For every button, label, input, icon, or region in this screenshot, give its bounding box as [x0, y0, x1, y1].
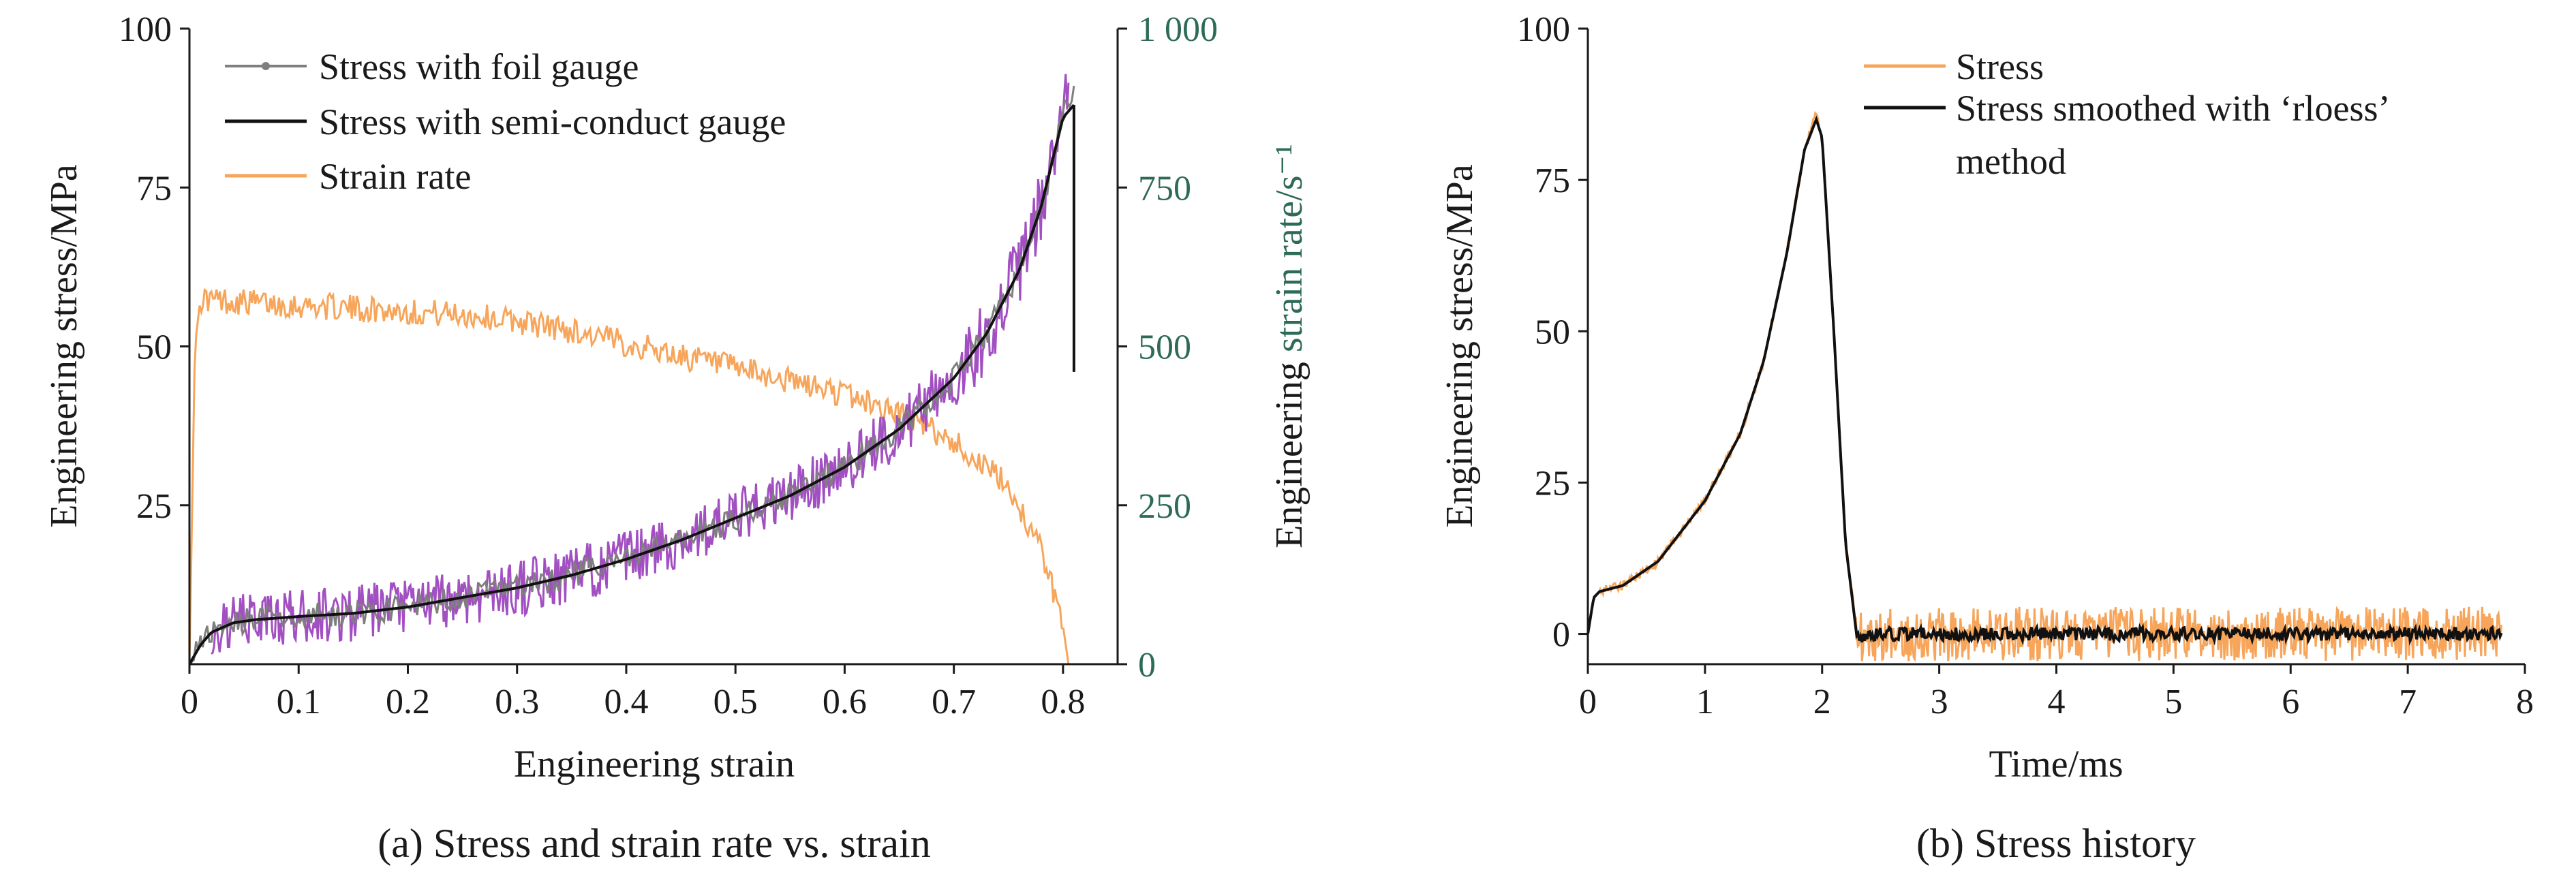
chart-b-y-tick-label: 100 — [1517, 10, 1570, 49]
legend-label-rate: Strain rate — [319, 156, 471, 197]
chart-a-y2label-prefix: Engineering — [1268, 352, 1310, 548]
legend-label-semi: Stress with semi-conduct gauge — [319, 102, 786, 142]
chart-b-y-tick-label: 75 — [1535, 161, 1570, 200]
chart-a-x-tick-label: 0.3 — [495, 683, 539, 721]
chart-b-legend: Stress Stress smoothed with ‘rloess’ met… — [1864, 46, 2390, 182]
legend-label-smoothed: Stress smoothed with ‘rloess’ — [1956, 88, 2390, 129]
chart-a-y-tick-label: 25 — [136, 487, 172, 526]
chart-b-x-tick-label: 7 — [2399, 683, 2417, 721]
legend-item-stress: Stress — [1864, 46, 2044, 87]
chart-a-xlabel: Engineering strain — [514, 743, 795, 785]
legend-label-foil: Stress with foil gauge — [319, 46, 639, 87]
chart-b-x-tick-label: 0 — [1579, 683, 1597, 721]
chart-a-y2-tick-label: 500 — [1138, 328, 1191, 367]
legend-item-smoothed: Stress smoothed with ‘rloess’ method — [1864, 88, 2390, 182]
chart-a-y2-tick-label: 1 000 — [1138, 10, 1218, 49]
legend-marker-foil — [262, 62, 270, 70]
chart-b-marks — [1586, 110, 2503, 663]
chart-b-x-tick-label: 1 — [1696, 683, 1714, 721]
chart-b-x-tick-label: 4 — [2048, 683, 2066, 721]
chart-a-y2-tick-label: 250 — [1138, 487, 1191, 526]
chart-a-y-tick-label: 100 — [119, 10, 172, 49]
chart-b-x-ticks: 0 1 2 3 4 5 6 7 8 — [1579, 664, 2534, 721]
chart-a-x-tick-label: 0.5 — [714, 683, 758, 721]
chart-a-y2label: Engineering strain rate/s⁻¹ — [1268, 144, 1310, 548]
legend-label-smoothed-line2: method — [1956, 141, 2066, 182]
chart-b-y-ticks: 0 25 50 75 100 — [1517, 10, 1588, 655]
chart-a: 0 0.1 0.2 0.3 0.4 0.5 0.6 0.7 0.8 25 50 75 100 0 250… — [43, 10, 1310, 866]
chart-b-x-tick-label: 5 — [2164, 683, 2182, 721]
legend-item-foil: Stress with foil gauge — [225, 46, 639, 87]
legend-label-stress: Stress — [1956, 46, 2044, 87]
chart-a-x-tick-label: 0.1 — [277, 683, 321, 721]
chart-b-y-tick-label: 0 — [1552, 616, 1570, 655]
chart-b-x-tick-label: 3 — [1931, 683, 1948, 721]
chart-a-ylabel: Engineering stress/MPa — [43, 164, 85, 528]
chart-a-x-tick-label: 0.8 — [1041, 683, 1085, 721]
chart-a-marks — [188, 74, 1075, 666]
chart-a-x-tick-label: 0.6 — [823, 683, 867, 721]
chart-a-y-tick-label: 50 — [136, 328, 172, 367]
series-strain-rate-line — [188, 287, 1070, 665]
legend-item-rate: Strain rate — [225, 156, 471, 197]
chart-b-x-tick-label: 2 — [1813, 683, 1831, 721]
series-semi-conduct-gauge-line — [188, 104, 1075, 665]
chart-a-x-ticks: 0 0.1 0.2 0.3 0.4 0.5 0.6 0.7 0.8 — [181, 664, 1085, 721]
series-stress-line — [1586, 110, 2503, 663]
chart-b: 0 1 2 3 4 5 6 7 8 0 25 50 75 100 Stress Stress smoot… — [1439, 10, 2534, 866]
legend-item-semi: Stress with semi-conduct gauge — [225, 102, 786, 142]
chart-a-x-tick-label: 0.7 — [932, 683, 976, 721]
chart-a-caption: (a) Stress and strain rate vs. strain — [378, 821, 930, 866]
chart-b-xlabel: Time/ms — [1989, 743, 2123, 785]
series-stress-smoothed-line — [1586, 115, 2503, 646]
chart-a-y-tick-label: 75 — [136, 169, 172, 208]
chart-a-y2-tick-label: 0 — [1138, 646, 1156, 685]
chart-a-x-tick-label: 0.2 — [386, 683, 430, 721]
chart-a-x-tick-label: 0.4 — [604, 683, 648, 721]
chart-a-y2-ticks: 0 250 500 750 1 000 — [1118, 10, 1218, 685]
chart-b-y-tick-label: 25 — [1535, 464, 1570, 503]
chart-b-x-tick-label: 8 — [2516, 683, 2534, 721]
chart-a-legend: Stress with foil gauge Stress with semi-… — [225, 46, 786, 197]
chart-a-x-tick-label: 0 — [181, 683, 198, 721]
chart-b-x-tick-label: 6 — [2282, 683, 2299, 721]
chart-b-y-tick-label: 50 — [1535, 313, 1570, 352]
chart-a-y2-tick-label: 750 — [1138, 169, 1191, 208]
chart-a-y-ticks: 25 50 75 100 — [119, 10, 189, 526]
chart-a-y2label-suffix: strain rate/s⁻¹ — [1268, 144, 1310, 352]
chart-b-ylabel: Engineering stress/MPa — [1439, 164, 1481, 528]
chart-b-caption: (b) Stress history — [1916, 821, 2196, 866]
